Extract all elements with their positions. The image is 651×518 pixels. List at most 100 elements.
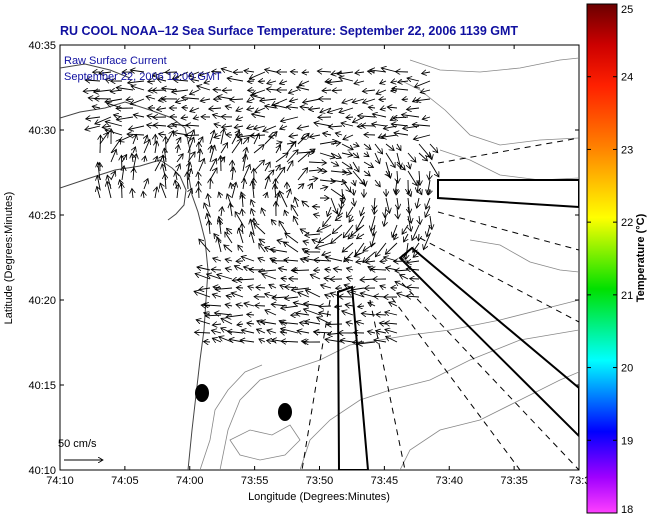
current-vector bbox=[155, 156, 157, 163]
x-tick-label: 73:40 bbox=[435, 475, 463, 487]
current-vector bbox=[389, 302, 398, 306]
current-vector bbox=[408, 161, 410, 169]
current-vector bbox=[244, 71, 255, 72]
current-vector bbox=[105, 122, 123, 127]
current-vector bbox=[425, 206, 431, 217]
current-vector bbox=[249, 71, 266, 79]
current-vector bbox=[385, 143, 394, 151]
current-vector bbox=[214, 135, 222, 138]
current-vector bbox=[293, 270, 310, 271]
current-vector bbox=[234, 126, 244, 128]
current-vector bbox=[285, 233, 299, 244]
current-vector bbox=[177, 164, 180, 172]
current-vector bbox=[325, 339, 343, 342]
current-vector bbox=[386, 197, 390, 213]
current-vector bbox=[194, 291, 211, 298]
current-vector bbox=[260, 99, 277, 101]
current-vector bbox=[358, 306, 365, 307]
current-vector bbox=[264, 176, 269, 190]
x-tick-label: 74:10 bbox=[46, 475, 74, 487]
current-vector bbox=[281, 329, 299, 334]
current-vector bbox=[281, 322, 299, 324]
current-vector bbox=[261, 208, 265, 217]
current-vector bbox=[414, 80, 431, 87]
current-vector bbox=[275, 142, 282, 144]
current-vector bbox=[362, 90, 376, 91]
dashed-lanes bbox=[301, 137, 579, 470]
current-vector bbox=[297, 168, 308, 181]
current-vector bbox=[210, 178, 211, 190]
current-vector bbox=[422, 117, 431, 119]
current-vector bbox=[426, 197, 431, 209]
current-vector bbox=[212, 294, 222, 297]
current-vector bbox=[298, 292, 310, 298]
current-vector bbox=[261, 322, 277, 325]
bathymetry-contour bbox=[219, 299, 579, 470]
current-vector bbox=[343, 224, 354, 238]
current-vector bbox=[159, 134, 167, 135]
current-vector bbox=[257, 329, 266, 333]
current-vector bbox=[231, 139, 242, 154]
current-vector bbox=[374, 340, 387, 342]
current-vector bbox=[230, 99, 244, 100]
x-axis-label: Longitude (Degrees:Minutes) bbox=[248, 491, 390, 503]
current-vector bbox=[219, 219, 221, 235]
current-vector bbox=[242, 194, 243, 208]
current-vector bbox=[305, 290, 321, 298]
current-vector bbox=[360, 293, 376, 298]
current-vector bbox=[172, 90, 189, 92]
current-vector bbox=[349, 215, 353, 222]
current-vector bbox=[200, 72, 211, 76]
current-vector bbox=[213, 90, 222, 91]
current-vector bbox=[244, 303, 255, 306]
current-vector bbox=[356, 321, 365, 324]
current-vector bbox=[85, 80, 101, 81]
current-vector bbox=[339, 107, 354, 113]
current-vector bbox=[338, 206, 342, 216]
current-vector bbox=[297, 331, 310, 333]
current-vector bbox=[259, 270, 277, 272]
colorbar-tick-label: 23 bbox=[621, 144, 633, 156]
current-vector bbox=[408, 206, 411, 223]
current-vector bbox=[332, 224, 343, 234]
current-vector bbox=[252, 181, 254, 199]
colorbar-tick-label: 25 bbox=[621, 4, 633, 16]
bathymetry-contour bbox=[229, 424, 301, 461]
current-vector bbox=[237, 324, 244, 325]
current-vector bbox=[231, 182, 236, 199]
current-vector bbox=[391, 81, 398, 83]
current-vector bbox=[265, 192, 267, 199]
current-vector bbox=[376, 90, 387, 94]
current-vector bbox=[242, 137, 249, 145]
current-vector bbox=[225, 232, 233, 244]
current-vector bbox=[267, 81, 277, 84]
current-vector bbox=[340, 340, 354, 342]
current-vector bbox=[157, 79, 167, 81]
current-vector bbox=[132, 189, 133, 199]
current-vector bbox=[379, 99, 387, 100]
current-vector bbox=[227, 228, 233, 235]
current-vector bbox=[400, 275, 409, 279]
current-vector bbox=[312, 240, 321, 243]
current-vector bbox=[86, 117, 101, 119]
current-vector bbox=[335, 306, 343, 307]
current-vector bbox=[346, 117, 354, 118]
current-vector bbox=[237, 279, 255, 280]
current-vector bbox=[160, 183, 167, 199]
current-vector bbox=[133, 168, 134, 181]
current-vector bbox=[227, 78, 244, 81]
current-vector bbox=[368, 107, 376, 108]
current-vector bbox=[300, 107, 310, 108]
current-vector bbox=[236, 117, 244, 120]
current-vector bbox=[352, 161, 359, 172]
current-vector bbox=[417, 197, 419, 208]
current-vector bbox=[374, 206, 375, 214]
current-vector bbox=[397, 197, 399, 209]
current-vector bbox=[343, 134, 354, 140]
current-vector bbox=[394, 133, 409, 135]
current-vector bbox=[354, 251, 365, 257]
current-vector bbox=[380, 108, 387, 110]
current-vector bbox=[392, 88, 409, 90]
y-axis-label: Latitude (Degrees:Minutes) bbox=[3, 192, 15, 325]
current-vector bbox=[385, 152, 395, 168]
